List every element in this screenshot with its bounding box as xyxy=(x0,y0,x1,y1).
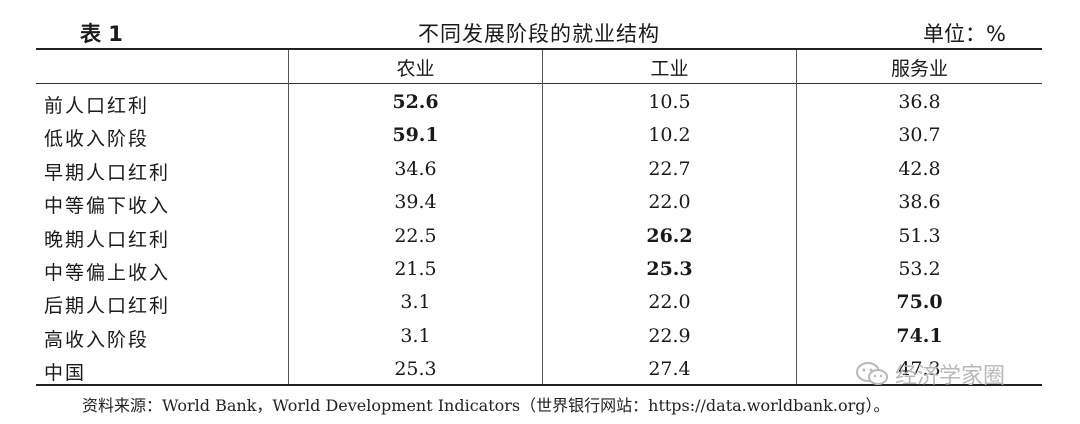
cell-services: 74.1 xyxy=(896,324,943,347)
table-row: 高收入阶段 3.1 22.9 74.1 xyxy=(36,319,1042,353)
table-row: 中等偏上收入 21.5 25.3 53.2 xyxy=(36,252,1042,286)
cell-agriculture: 22.5 xyxy=(394,224,437,247)
row-stage-label: 中等偏上收入 xyxy=(44,262,171,284)
cell-services: 47.3 xyxy=(898,358,941,381)
table-row: 低收入阶段 59.1 10.2 30.7 xyxy=(36,118,1042,152)
row-stage-label: 前人口红利 xyxy=(44,95,150,117)
cell-industry: 22.0 xyxy=(648,291,691,314)
table-row: 中国 25.3 27.4 47.3 xyxy=(36,352,1042,386)
cell-agriculture: 25.3 xyxy=(394,358,437,381)
row-stage-label: 后期人口红利 xyxy=(44,295,171,318)
row-stage-label: 晚期人口红利 xyxy=(44,228,171,251)
cell-industry: 10.2 xyxy=(648,124,691,147)
cell-services: 75.0 xyxy=(896,291,943,314)
table-unit: 单位：% xyxy=(923,22,1006,46)
row-stage-label: 中等偏下收入 xyxy=(44,195,171,218)
row-stage-label: 高收入阶段 xyxy=(44,328,150,351)
watermark: 经济学家圈 xyxy=(855,358,1005,390)
column-header-services: 服务业 xyxy=(890,58,948,80)
table-row: 中等偏下收入 39.4 22.0 38.6 xyxy=(36,185,1042,219)
rule-top xyxy=(36,48,1042,50)
row-stage-label: 中国 xyxy=(44,362,87,385)
cell-industry: 26.2 xyxy=(646,224,693,247)
cell-industry: 25.3 xyxy=(646,258,693,280)
cell-agriculture: 21.5 xyxy=(394,258,437,280)
cell-services: 30.7 xyxy=(898,124,941,147)
table-row: 晚期人口红利 22.5 26.2 51.3 xyxy=(36,219,1042,253)
table-title: 不同发展阶段的就业结构 xyxy=(418,22,660,46)
table-label: 表 1 xyxy=(80,22,123,46)
row-stage-label: 低收入阶段 xyxy=(44,128,150,151)
cell-industry: 27.4 xyxy=(648,358,691,381)
table-row: 早期人口红利 34.6 22.7 42.8 xyxy=(36,152,1042,186)
rule-header xyxy=(36,83,1042,84)
column-divider xyxy=(542,50,543,384)
cell-industry: 10.5 xyxy=(648,91,691,113)
cell-industry: 22.0 xyxy=(648,191,691,214)
table-row: 前人口红利 52.6 10.5 36.8 xyxy=(36,85,1042,119)
cell-industry: 22.7 xyxy=(648,157,691,180)
wechat-icon xyxy=(855,360,889,388)
cell-agriculture: 59.1 xyxy=(392,124,439,147)
cell-agriculture: 34.6 xyxy=(394,157,437,180)
cell-agriculture: 3.1 xyxy=(400,291,431,314)
watermark-text: 经济学家圈 xyxy=(895,364,1006,389)
cell-services: 51.3 xyxy=(898,224,941,247)
column-header-industry: 工业 xyxy=(650,58,689,80)
column-header-agriculture: 农业 xyxy=(396,58,435,80)
cell-services: 36.8 xyxy=(898,91,941,113)
cell-services: 42.8 xyxy=(898,157,941,180)
cell-agriculture: 52.6 xyxy=(392,91,439,113)
cell-agriculture: 39.4 xyxy=(394,191,437,214)
column-divider xyxy=(796,50,797,384)
rule-bottom xyxy=(36,384,1042,386)
table-row: 后期人口红利 3.1 22.0 75.0 xyxy=(36,285,1042,319)
cell-services: 38.6 xyxy=(898,191,941,214)
cell-services: 53.2 xyxy=(898,258,941,280)
table-header: 表 1 不同发展阶段的就业结构 单位：% xyxy=(36,14,1042,48)
cell-industry: 22.9 xyxy=(648,324,691,347)
row-stage-label: 早期人口红利 xyxy=(44,161,171,184)
column-divider xyxy=(288,50,289,384)
cell-agriculture: 3.1 xyxy=(400,324,431,347)
table-source-note: 资料来源：World Bank，World Development Indica… xyxy=(82,396,890,415)
